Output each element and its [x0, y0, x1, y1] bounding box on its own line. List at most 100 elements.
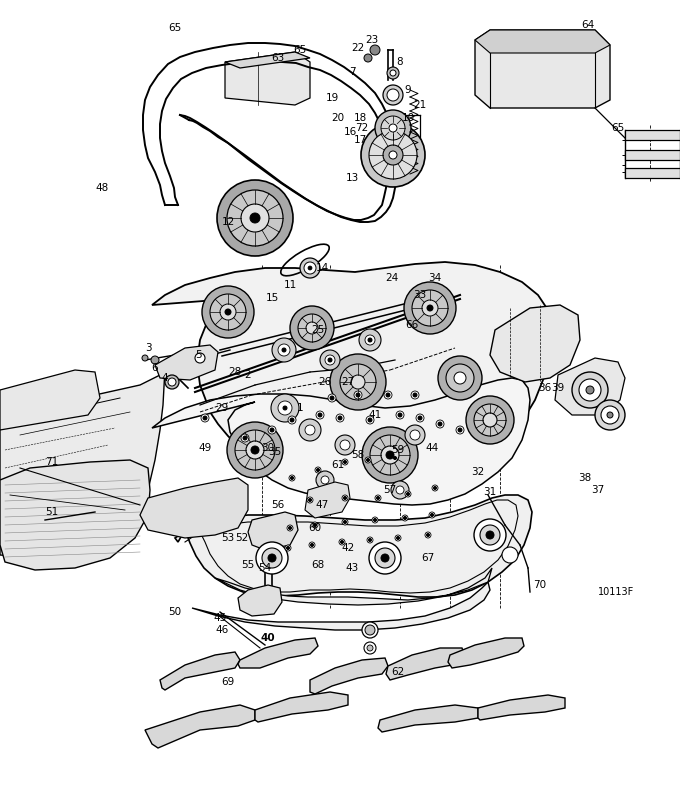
- Text: 35: 35: [269, 447, 282, 457]
- Circle shape: [391, 481, 409, 499]
- Polygon shape: [490, 305, 580, 382]
- Circle shape: [466, 396, 514, 444]
- Text: 68: 68: [311, 560, 324, 570]
- Polygon shape: [478, 695, 565, 720]
- Text: 61: 61: [331, 460, 345, 470]
- Circle shape: [422, 300, 438, 316]
- Circle shape: [458, 428, 462, 432]
- Circle shape: [288, 526, 292, 530]
- Circle shape: [168, 378, 176, 386]
- Circle shape: [341, 541, 343, 544]
- Circle shape: [316, 411, 324, 419]
- Polygon shape: [145, 705, 255, 748]
- Polygon shape: [155, 345, 218, 380]
- Circle shape: [411, 391, 419, 399]
- Circle shape: [282, 348, 286, 352]
- Circle shape: [367, 537, 373, 543]
- Circle shape: [288, 416, 296, 424]
- Circle shape: [387, 67, 399, 79]
- Text: 60: 60: [309, 523, 322, 533]
- Circle shape: [386, 393, 390, 397]
- Circle shape: [142, 355, 148, 361]
- Circle shape: [426, 534, 430, 537]
- Circle shape: [572, 372, 608, 408]
- Circle shape: [387, 89, 399, 101]
- Circle shape: [601, 406, 619, 424]
- Circle shape: [338, 416, 342, 420]
- Circle shape: [311, 544, 313, 546]
- Circle shape: [217, 180, 293, 256]
- Text: 26: 26: [318, 377, 332, 387]
- Circle shape: [370, 435, 410, 475]
- Circle shape: [403, 517, 407, 519]
- Circle shape: [315, 467, 321, 473]
- Circle shape: [396, 411, 404, 419]
- Text: 59: 59: [392, 445, 405, 455]
- Polygon shape: [152, 262, 552, 484]
- Circle shape: [309, 499, 311, 502]
- Circle shape: [343, 496, 347, 499]
- Circle shape: [325, 355, 335, 365]
- Text: 55: 55: [241, 560, 254, 570]
- Circle shape: [235, 430, 275, 470]
- Text: 8: 8: [396, 57, 403, 67]
- Text: 25: 25: [311, 325, 324, 335]
- Polygon shape: [238, 638, 318, 668]
- Circle shape: [306, 322, 318, 334]
- Circle shape: [356, 393, 360, 397]
- Circle shape: [367, 458, 369, 461]
- Circle shape: [287, 525, 293, 531]
- Circle shape: [413, 393, 417, 397]
- Text: 14: 14: [316, 263, 328, 273]
- Circle shape: [402, 515, 408, 521]
- Circle shape: [434, 487, 437, 489]
- Circle shape: [486, 531, 494, 539]
- Text: 62: 62: [392, 667, 405, 677]
- Circle shape: [195, 353, 205, 363]
- Circle shape: [304, 262, 316, 274]
- Circle shape: [586, 386, 594, 394]
- Bar: [625, 168, 680, 178]
- Text: 34: 34: [428, 273, 441, 283]
- Circle shape: [595, 400, 625, 430]
- Circle shape: [308, 266, 312, 270]
- Circle shape: [418, 416, 422, 420]
- Text: 51: 51: [46, 507, 58, 517]
- Text: 18: 18: [354, 113, 367, 123]
- Circle shape: [336, 414, 344, 422]
- Circle shape: [446, 364, 474, 392]
- Text: 9: 9: [405, 85, 411, 95]
- Circle shape: [340, 364, 376, 400]
- Circle shape: [375, 495, 381, 501]
- Text: 1: 1: [296, 403, 303, 413]
- Text: 70: 70: [533, 580, 547, 590]
- Polygon shape: [0, 370, 100, 430]
- Circle shape: [386, 451, 394, 459]
- Polygon shape: [238, 585, 282, 616]
- Text: 63: 63: [271, 53, 285, 63]
- Text: 12: 12: [222, 217, 235, 227]
- Circle shape: [289, 475, 295, 481]
- Circle shape: [375, 548, 395, 568]
- Text: 5: 5: [194, 350, 201, 360]
- Circle shape: [316, 471, 334, 489]
- Circle shape: [165, 375, 179, 389]
- Text: 3: 3: [145, 343, 152, 353]
- Circle shape: [389, 151, 397, 159]
- Circle shape: [362, 622, 378, 638]
- Polygon shape: [215, 568, 492, 605]
- Circle shape: [251, 446, 259, 454]
- Polygon shape: [152, 378, 530, 505]
- Circle shape: [425, 532, 431, 538]
- Circle shape: [342, 495, 348, 501]
- Text: 11: 11: [284, 280, 296, 290]
- Bar: [625, 130, 680, 140]
- Circle shape: [429, 512, 435, 518]
- Circle shape: [220, 304, 236, 320]
- Text: 20: 20: [331, 113, 345, 123]
- Circle shape: [373, 518, 377, 522]
- Circle shape: [412, 290, 448, 326]
- Circle shape: [366, 416, 374, 424]
- Text: 37: 37: [592, 485, 605, 495]
- Polygon shape: [386, 648, 465, 680]
